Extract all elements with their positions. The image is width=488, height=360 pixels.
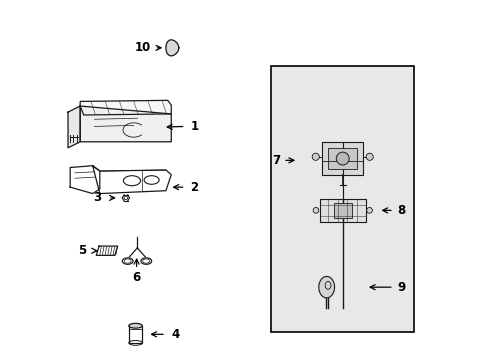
Circle shape: [312, 207, 318, 213]
Bar: [128, 326, 142, 343]
Bar: [319, 199, 365, 222]
Text: 10: 10: [134, 41, 150, 54]
Bar: [328, 148, 356, 169]
Bar: [322, 143, 363, 175]
Bar: [333, 203, 351, 217]
Circle shape: [366, 207, 372, 213]
Text: 6: 6: [132, 271, 141, 284]
Polygon shape: [80, 106, 171, 142]
Polygon shape: [80, 100, 171, 115]
Polygon shape: [165, 40, 179, 56]
Text: 3: 3: [93, 192, 101, 204]
Text: 5: 5: [79, 244, 87, 257]
Polygon shape: [318, 276, 334, 298]
Text: 8: 8: [397, 204, 405, 217]
Polygon shape: [68, 106, 80, 148]
Text: 2: 2: [190, 181, 198, 194]
Bar: [271, 66, 413, 332]
Text: 1: 1: [190, 120, 198, 133]
Circle shape: [366, 153, 372, 160]
Text: 4: 4: [171, 328, 180, 341]
Text: 9: 9: [397, 281, 405, 294]
Text: 7: 7: [271, 154, 280, 167]
Circle shape: [311, 153, 319, 160]
Circle shape: [336, 152, 348, 165]
Ellipse shape: [128, 323, 142, 328]
